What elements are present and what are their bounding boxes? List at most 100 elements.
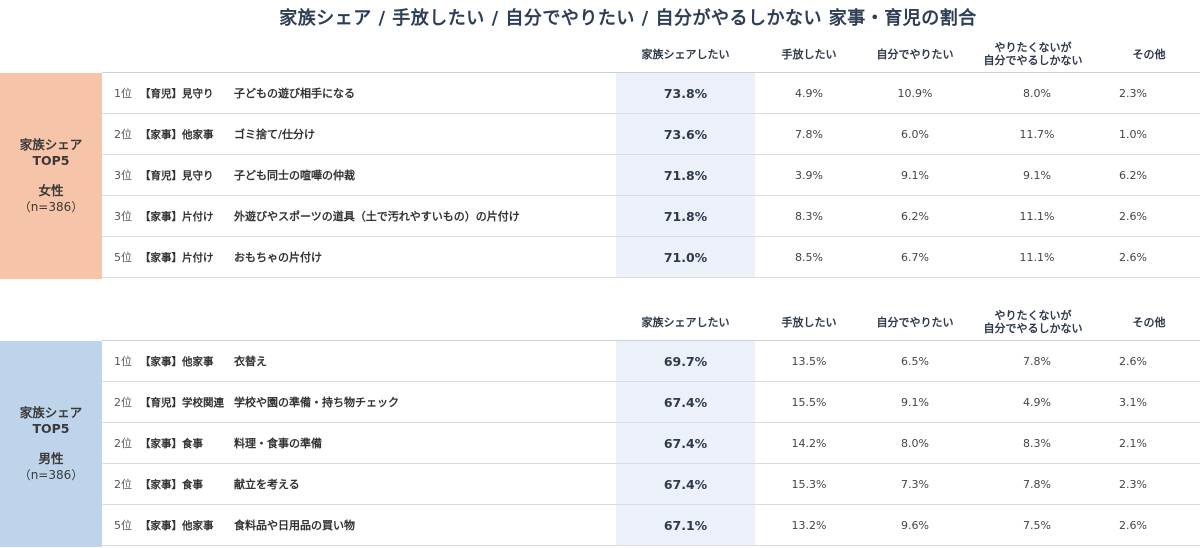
group-label: 家族シェア TOP5 男性 （n=386） [0, 341, 102, 547]
other-cell: 3.1% [1119, 395, 1147, 409]
share-cell: 67.4% [616, 382, 755, 422]
table-row: 1位 【育児】見守り 子どもの遊び相手になる 73.8% 4.9% 10.9% 8.0% 2.… [102, 73, 1200, 114]
category-cell: 【家事】食事 [140, 478, 203, 491]
header-must-line1: やりたくないが [994, 309, 1072, 322]
header-share: 家族シェアしたい [641, 315, 730, 329]
letgo-cell: 7.8% [795, 127, 823, 141]
other-cell: 2.6% [1119, 209, 1147, 223]
self-cell: 6.0% [901, 127, 929, 141]
self-cell: 9.6% [901, 518, 929, 532]
item-cell: 子どもの遊び相手になる [234, 87, 355, 100]
column-headers: 家族シェアしたい 手放したい 自分でやりたい やりたくないが 自分でやるしかない… [0, 36, 1200, 72]
letgo-cell: 8.5% [795, 250, 823, 264]
header-must-line2: 自分でやるしかない [983, 322, 1083, 335]
item-cell: 料理・食事の準備 [234, 437, 322, 450]
group-label-line1: 家族シェア [19, 137, 83, 152]
header-must: やりたくないが 自分でやるしかない [968, 36, 1098, 72]
must-cell: 9.1% [1023, 168, 1051, 182]
share-cell: 67.1% [616, 505, 755, 545]
header-must: やりたくないが 自分でやるしかない [968, 304, 1098, 340]
self-cell: 9.1% [901, 168, 929, 182]
must-cell: 11.1% [1019, 250, 1055, 264]
header-other: その他 [1132, 315, 1166, 329]
group-label-line2: TOP5 [32, 421, 70, 436]
group-sample-size: （n=386） [18, 468, 84, 482]
share-cell: 69.7% [616, 341, 755, 381]
table-row: 2位 【家事】食事 献立を考える 67.4% 15.3% 7.3% 7.8% 2.3% [102, 464, 1200, 505]
must-cell: 7.8% [1023, 354, 1051, 368]
item-cell: おもちゃの片付け [234, 251, 322, 264]
rank-cell: 1位 [114, 355, 132, 368]
table-row: 3位 【家事】片付け 外遊びやスポーツの道具（土で汚れやすいもの）の片付け 71.8%… [102, 196, 1200, 237]
group-sample-size: （n=386） [18, 200, 84, 214]
letgo-cell: 14.2% [791, 436, 827, 450]
other-cell: 2.1% [1119, 436, 1147, 450]
share-cell: 71.8% [616, 155, 755, 195]
table-rows: 1位 【家事】他家事 衣替え 69.7% 13.5% 6.5% 7.8% 2.6% 2位 【育児】… [102, 341, 1200, 546]
rank-cell: 2位 [114, 478, 132, 491]
header-self: 自分でやりたい [876, 47, 954, 61]
header-must-line2: 自分でやるしかない [983, 54, 1083, 67]
table-row: 1位 【家事】他家事 衣替え 69.7% 13.5% 6.5% 7.8% 2.6% [102, 341, 1200, 382]
rank-cell: 3位 [114, 169, 132, 182]
must-cell: 11.1% [1019, 209, 1055, 223]
category-cell: 【育児】見守り [140, 169, 214, 182]
category-cell: 【育児】見守り [140, 87, 214, 100]
header-letgo: 手放したい [781, 47, 837, 61]
must-cell: 7.5% [1023, 518, 1051, 532]
category-cell: 【家事】他家事 [140, 355, 214, 368]
other-cell: 1.0% [1119, 127, 1147, 141]
share-cell: 71.0% [616, 237, 755, 277]
table-row: 2位 【家事】食事 料理・食事の準備 67.4% 14.2% 8.0% 8.3% 2.1% [102, 423, 1200, 464]
header-must-line1: やりたくないが [994, 41, 1072, 54]
self-cell: 6.7% [901, 250, 929, 264]
table-row: 2位 【育児】学校関連 学校や園の準備・持ち物チェック 67.4% 15.5% 9.1% 4… [102, 382, 1200, 423]
must-cell: 4.9% [1023, 395, 1051, 409]
rank-cell: 5位 [114, 251, 132, 264]
self-cell: 9.1% [901, 395, 929, 409]
column-headers: 家族シェアしたい 手放したい 自分でやりたい やりたくないが 自分でやるしかない… [0, 304, 1200, 340]
rank-cell: 1位 [114, 87, 132, 100]
other-cell: 2.6% [1119, 250, 1147, 264]
other-cell: 2.6% [1119, 518, 1147, 532]
table-row: 5位 【家事】片付け おもちゃの片付け 71.0% 8.5% 6.7% 11.1% 2.6% [102, 237, 1200, 278]
rank-cell: 3位 [114, 210, 132, 223]
category-cell: 【育児】学校関連 [140, 396, 224, 409]
category-cell: 【家事】食事 [140, 437, 203, 450]
other-cell: 2.3% [1119, 477, 1147, 491]
self-cell: 6.2% [901, 209, 929, 223]
rank-cell: 2位 [114, 437, 132, 450]
item-cell: 衣替え [234, 355, 267, 368]
table-row: 5位 【家事】他家事 食料品や日用品の買い物 67.1% 13.2% 9.6% 7.5% 2.… [102, 505, 1200, 546]
other-cell: 2.6% [1119, 354, 1147, 368]
letgo-cell: 15.5% [791, 395, 827, 409]
letgo-cell: 13.2% [791, 518, 827, 532]
letgo-cell: 3.9% [795, 168, 823, 182]
item-cell: ゴミ捨て/仕分け [234, 128, 316, 141]
header-letgo: 手放したい [781, 315, 837, 329]
must-cell: 8.3% [1023, 436, 1051, 450]
share-cell: 71.8% [616, 196, 755, 236]
share-cell: 67.4% [616, 464, 755, 504]
item-cell: 学校や園の準備・持ち物チェック [234, 396, 399, 409]
rank-cell: 5位 [114, 519, 132, 532]
other-cell: 6.2% [1119, 168, 1147, 182]
item-cell: 献立を考える [234, 478, 300, 491]
letgo-cell: 8.3% [795, 209, 823, 223]
group-gender: 男性 [38, 451, 64, 466]
header-divider [102, 72, 1200, 73]
item-cell: 外遊びやスポーツの道具（土で汚れやすいもの）の片付け [234, 210, 520, 223]
header-share: 家族シェアしたい [641, 47, 730, 61]
letgo-cell: 15.3% [791, 477, 827, 491]
must-cell: 8.0% [1023, 86, 1051, 100]
share-cell: 73.8% [616, 73, 755, 113]
category-cell: 【家事】他家事 [140, 519, 214, 532]
table-row: 3位 【育児】見守り 子ども同士の喧嘩の仲裁 71.8% 3.9% 9.1% 9.1% 6.2… [102, 155, 1200, 196]
item-cell: 子ども同士の喧嘩の仲裁 [234, 169, 355, 182]
group-label-line2: TOP5 [32, 153, 70, 168]
table-rows: 1位 【育児】見守り 子どもの遊び相手になる 73.8% 4.9% 10.9% 8.0% 2.… [102, 73, 1200, 278]
header-self: 自分でやりたい [876, 315, 954, 329]
self-cell: 10.9% [897, 86, 933, 100]
letgo-cell: 4.9% [795, 86, 823, 100]
letgo-cell: 13.5% [791, 354, 827, 368]
